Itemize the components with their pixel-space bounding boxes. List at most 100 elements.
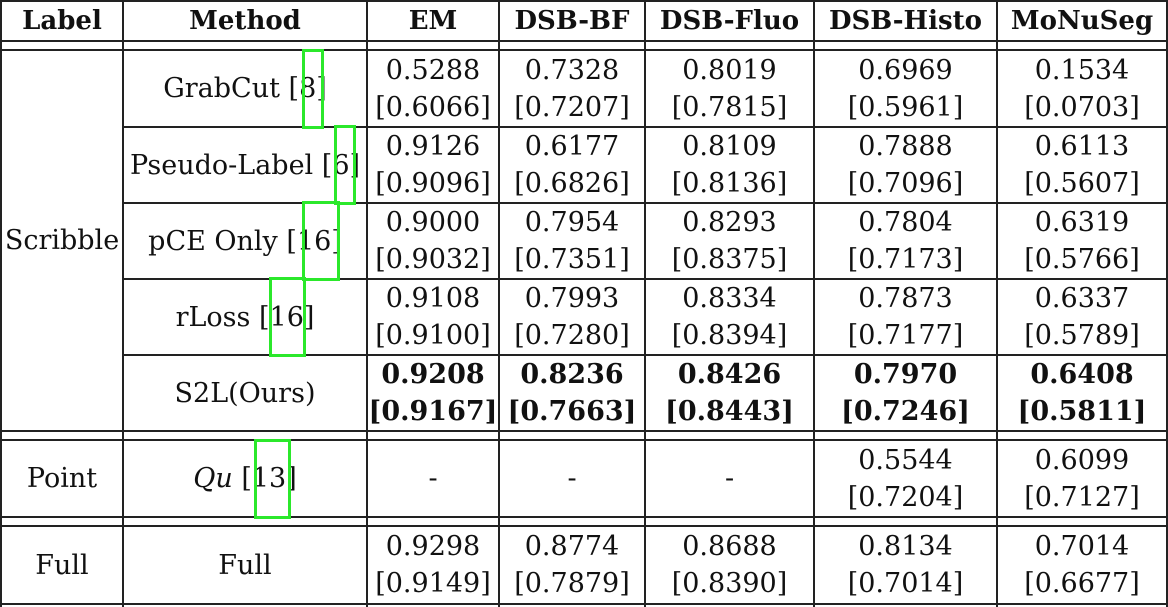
score-cell: 0.8019 [0.7815] [646,51,813,126]
score-bracket-value: [0.9032] [375,244,491,275]
score-cell: 0.6177 [0.6826] [500,128,644,202]
header-method: Method [189,6,301,36]
score-bracket-value: [0.5607] [1024,168,1140,199]
score-cell: 0.5288 [0.6066] [368,51,498,126]
score-value: 0.7993 [524,283,620,314]
score-value: 0.7804 [858,207,953,238]
citation[interactable]: [8] [288,73,327,104]
score-cell: 0.8334 [0.8394] [646,280,813,354]
rule-group-3 [0,516,1168,518]
score-dash: - [428,463,438,494]
citation[interactable]: [16] [286,225,342,257]
score-cell: 0.8426 [0.8443] [646,356,813,430]
score-bracket-value: [0.7204] [847,481,964,513]
score-value: 0.6177 [524,131,620,162]
rule-header-2 [0,49,1168,51]
group-scribble: Scribble [4,225,120,256]
header-monuseg: MoNuSeg [1010,6,1154,36]
score-bracket-value: [0.6826] [514,168,630,199]
score-bracket-value: [0.5766] [1024,244,1140,275]
rule-group-2 [0,439,1168,441]
method-pce-only: pCE Only [16] [124,204,366,278]
score-value: 0.7954 [524,207,620,238]
group-full: Full [35,549,89,581]
score-cell: 0.9126 [0.9096] [368,128,498,202]
score-cell: 0.9298 [0.9149] [368,527,498,603]
method-s2l: S2L(Ours) [124,356,366,430]
score-bracket-value: [0.8375] [671,244,788,275]
citation[interactable]: [13] [241,463,297,494]
method-name: Pseudo-Label [129,149,314,181]
score-cell: 0.8774 [0.7879] [500,527,644,603]
score-bracket-value: [0.8390] [671,568,788,599]
score-value: 0.8134 [858,531,953,562]
score-value: 0.8293 [682,207,777,238]
score-value: 0.1534 [1034,54,1130,86]
header-em: EM [408,6,458,36]
score-bracket-value: [0.9096] [375,168,491,199]
score-value: 0.6099 [1034,444,1130,476]
score-bracket-value: [0.6066] [375,91,491,123]
score-cell: 0.5544 [0.7204] [815,441,996,516]
rule-top [0,0,1168,2]
score-bracket-value: [0.7177] [847,320,964,351]
score-cell: 0.9108 [0.9100] [368,280,498,354]
method-grabcut: GrabCut [8] [124,51,366,126]
score-cell: 0.7970 [0.7246] [815,356,996,430]
header-dsb-fluo: DSB-Fluo [659,6,800,36]
score-cell: 0.7993 [0.7280] [500,280,644,354]
score-value: 0.6319 [1034,207,1130,238]
score-value: 0.8109 [682,131,777,162]
score-value: 0.9000 [385,207,481,238]
method-name: Qu [193,463,233,494]
citation-highlight [334,125,356,205]
score-cell: 0.7804 [0.7173] [815,204,996,278]
score-value: 0.9208 [381,359,485,390]
score-cell: 0.7888 [0.7096] [815,128,996,202]
col-rule [366,0,368,607]
score-cell: 0.7328 [0.7207] [500,51,644,126]
score-cell: 0.9208 [0.9167] [368,356,498,430]
score-bracket-value: [0.7173] [847,244,964,275]
col-rule [996,0,998,607]
score-value: 0.5544 [858,444,953,476]
score-bracket-value: [0.5961] [847,91,964,123]
score-value: 0.9126 [385,131,481,162]
rule-group-1 [0,430,1168,432]
col-rule [813,0,815,607]
score-bracket-value: [0.7879] [514,568,630,599]
col-rule [498,0,500,607]
citation-highlight [302,201,340,281]
score-value: 0.7014 [1034,531,1130,562]
score-bracket-value: [0.5811] [1017,396,1147,427]
score-value: 0.6408 [1030,359,1134,390]
score-cell: 0.7014 [0.6677] [998,527,1166,603]
score-value: 0.7888 [858,131,953,162]
score-bracket-value: [0.7096] [847,168,964,199]
score-cell: 0.8236 [0.7663] [500,356,644,430]
score-value: 0.7873 [858,283,953,314]
score-bracket-value: [0.9167] [368,396,498,427]
score-dash: - [567,463,577,494]
rule-group-4 [0,525,1168,527]
score-bracket-value: [0.7014] [847,568,964,599]
col-rule [1166,0,1168,607]
score-bracket-value: [0.5789] [1024,320,1140,351]
score-bracket-value: [0.7246] [841,396,970,427]
score-bracket-value: [0.0703] [1024,91,1140,123]
score-cell: 0.6408 [0.5811] [998,356,1166,430]
method-pseudo-label: Pseudo-Label [6] [124,128,366,202]
score-value: 0.8688 [682,531,777,562]
score-bracket-value: [0.7207] [514,91,630,123]
group-point: Point [26,463,98,494]
score-value: 0.6969 [858,54,953,86]
score-cell: 0.9000 [0.9032] [368,204,498,278]
col-rule [0,0,2,607]
score-bracket-value: [0.8394] [671,320,788,351]
score-bracket-value: [0.7351] [514,244,630,275]
score-cell: 0.6969 [0.5961] [815,51,996,126]
score-value: 0.6337 [1034,283,1130,314]
score-cell: 0.1534 [0.0703] [998,51,1166,126]
rule-header-1 [0,40,1168,42]
score-bracket-value: [0.9100] [375,320,491,351]
